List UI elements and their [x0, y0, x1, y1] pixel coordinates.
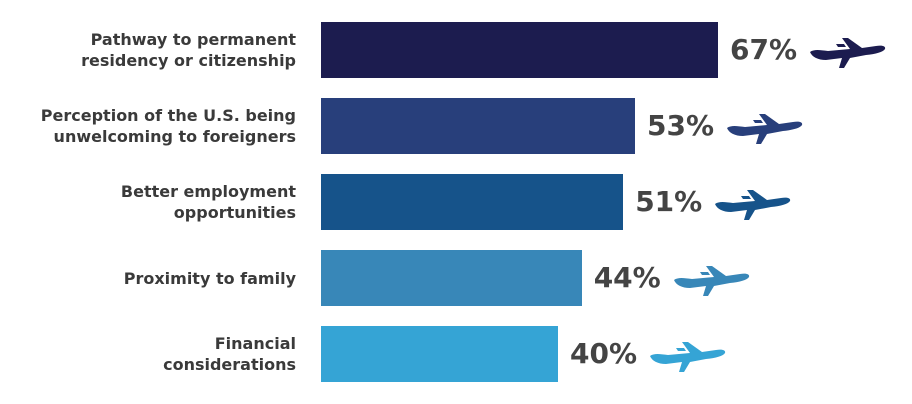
category-label: Perception of the U.S. being unwelcoming … [0, 105, 296, 147]
category-label: Proximity to family [0, 268, 296, 289]
bar [321, 250, 582, 306]
airplane-icon [650, 342, 726, 372]
value-label: 67% [730, 33, 798, 66]
category-label-line: Proximity to family [123, 268, 296, 288]
category-label-line: considerations [163, 355, 296, 374]
bar [321, 174, 624, 230]
airplane-icon [727, 114, 803, 144]
airplane-icon [673, 266, 749, 296]
value-label: 44% [593, 261, 661, 294]
category-label: Financial considerations [0, 333, 296, 375]
category-label-line: Pathway to permanent [90, 30, 296, 49]
bar [321, 98, 636, 154]
category-label-line: Perception of the U.S. being [40, 106, 296, 125]
airplane-icon [715, 190, 791, 220]
category-label-line: opportunities [173, 203, 296, 222]
airplane-icon [810, 38, 886, 68]
value-label: 53% [647, 109, 715, 142]
category-label-line: Better employment [120, 182, 296, 201]
value-label: 51% [635, 185, 703, 218]
category-label-line: Financial [214, 334, 296, 353]
category-label: Pathway to permanent residency or citizen… [0, 29, 296, 71]
bar [321, 22, 718, 78]
bar [321, 326, 558, 382]
category-label-line: unwelcoming to foreigners [53, 127, 296, 146]
category-label-line: residency or citizenship [81, 51, 296, 70]
category-label: Better employment opportunities [0, 181, 296, 223]
value-label: 40% [570, 337, 638, 370]
